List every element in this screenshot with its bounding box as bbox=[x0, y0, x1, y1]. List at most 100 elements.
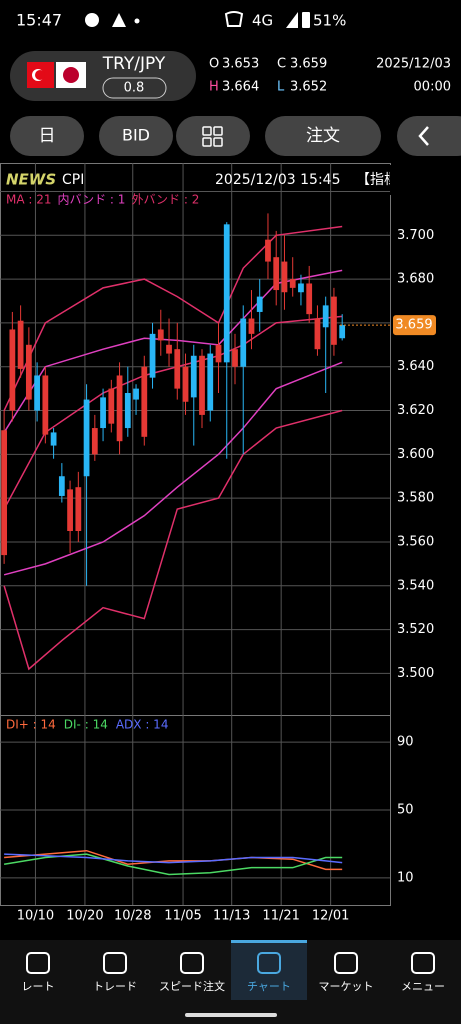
status-icon bbox=[134, 18, 140, 24]
button-label: 日 bbox=[39, 126, 56, 146]
status-network: 4G bbox=[252, 12, 273, 30]
y-tick-label: 3.600 bbox=[397, 447, 434, 462]
indicator-legend: MA : 21 bbox=[6, 193, 52, 207]
chevron-icon bbox=[418, 126, 429, 146]
nav-icon bbox=[411, 952, 435, 974]
layout-button[interactable] bbox=[176, 116, 250, 156]
status-battery: 51% bbox=[313, 12, 346, 30]
spread-box bbox=[102, 77, 167, 99]
grid-icon bbox=[202, 126, 223, 147]
candle-body bbox=[289, 279, 296, 288]
indicator-legend: 内バンド : 1 bbox=[58, 193, 126, 207]
nav-indicator bbox=[231, 940, 307, 943]
ohlc-label: O bbox=[209, 57, 219, 72]
nav-label[interactable]: チャート bbox=[247, 980, 291, 993]
ohlc-value: 3.659 bbox=[290, 57, 327, 72]
y-tick-label: 3.680 bbox=[397, 272, 434, 287]
candle-body bbox=[298, 283, 304, 293]
candle-body bbox=[273, 257, 280, 291]
axis-mask bbox=[390, 165, 461, 195]
candle-body bbox=[306, 283, 313, 315]
flag-jp bbox=[63, 67, 79, 83]
period-button[interactable] bbox=[10, 116, 84, 156]
ohlc-label: H bbox=[209, 80, 219, 95]
nav-label[interactable]: マーケット bbox=[319, 980, 374, 993]
nav-label[interactable]: トレード bbox=[93, 980, 137, 993]
ohlc-value: 3.652 bbox=[290, 80, 327, 95]
candle-body bbox=[240, 318, 247, 367]
last-price-label: 3.659 bbox=[395, 318, 432, 333]
bid-button[interactable] bbox=[99, 116, 173, 156]
candle-body bbox=[157, 329, 164, 341]
candle-body bbox=[1, 430, 8, 556]
last-price-tag bbox=[393, 315, 436, 336]
candle-body bbox=[166, 344, 172, 354]
dmi-line bbox=[4, 849, 343, 871]
button-label: 注文 bbox=[306, 126, 340, 146]
news-topic: CPI bbox=[62, 172, 84, 188]
candle-body bbox=[17, 320, 24, 369]
candle-body bbox=[322, 305, 329, 328]
status-icon bbox=[112, 13, 126, 27]
header-time: 00:00 bbox=[414, 80, 451, 95]
x-tick-label: 10/28 bbox=[114, 909, 151, 924]
candle-body bbox=[232, 349, 238, 367]
band-line bbox=[3, 315, 343, 510]
candle-body bbox=[339, 325, 346, 339]
candle-body bbox=[314, 318, 321, 350]
y-tick-label: 3.640 bbox=[397, 359, 434, 374]
x-tick-label: 11/21 bbox=[262, 909, 299, 924]
candle-body bbox=[331, 296, 337, 345]
ohlc-label: L bbox=[277, 80, 285, 95]
collapse-button[interactable] bbox=[397, 116, 461, 156]
candle-body bbox=[58, 476, 65, 496]
order-button[interactable] bbox=[265, 116, 381, 156]
nav-icon bbox=[334, 952, 358, 974]
news-tag: 【指標 bbox=[356, 172, 398, 188]
candle-body bbox=[67, 489, 73, 531]
nav-icon bbox=[180, 952, 204, 974]
candle-body bbox=[182, 366, 189, 402]
x-tick-label: 10/20 bbox=[66, 909, 103, 924]
indicator-legend: 外バンド : 2 bbox=[131, 193, 199, 207]
band-line bbox=[3, 361, 343, 576]
nav-icon bbox=[103, 952, 127, 974]
nav-label[interactable]: メニュー bbox=[401, 980, 445, 993]
pair-name: TRY/JPY bbox=[102, 54, 166, 74]
candle-body bbox=[141, 366, 148, 437]
y-tick-label: 50 bbox=[397, 803, 414, 818]
button-label: BID bbox=[122, 126, 150, 145]
candle-body bbox=[100, 397, 106, 429]
y-tick-label: 3.540 bbox=[397, 578, 434, 593]
candle-body bbox=[75, 487, 82, 531]
candle-body bbox=[248, 318, 255, 334]
spread: 0.8 bbox=[124, 81, 145, 96]
ohlc-value: 3.664 bbox=[222, 80, 259, 95]
candle-body bbox=[174, 349, 181, 389]
candle-body bbox=[207, 353, 214, 411]
candle-body bbox=[215, 344, 222, 363]
status-time: 15:47 bbox=[16, 11, 62, 30]
flag-tr bbox=[35, 70, 45, 80]
y-tick-label: 90 bbox=[397, 735, 414, 750]
nav-label[interactable]: スピード注文 bbox=[159, 979, 225, 993]
x-tick-label: 11/13 bbox=[213, 909, 250, 924]
candle-body bbox=[50, 432, 57, 446]
candle-body bbox=[281, 261, 288, 293]
y-tick-label: 3.560 bbox=[397, 534, 434, 549]
candle-body bbox=[190, 355, 197, 398]
candle-body bbox=[256, 296, 263, 312]
candle-body bbox=[265, 239, 271, 262]
ohlc-label: C bbox=[277, 57, 286, 72]
x-tick-label: 11/05 bbox=[164, 909, 201, 924]
y-tick-label: 3.520 bbox=[397, 622, 434, 637]
candle-body bbox=[223, 224, 230, 363]
signal-icon bbox=[286, 12, 298, 28]
candle-body bbox=[34, 375, 40, 411]
band-line bbox=[3, 409, 343, 671]
candle-body bbox=[108, 388, 115, 424]
dmi-line bbox=[4, 853, 343, 864]
candle-body bbox=[133, 388, 139, 400]
nav-label[interactable]: レート bbox=[22, 980, 55, 993]
